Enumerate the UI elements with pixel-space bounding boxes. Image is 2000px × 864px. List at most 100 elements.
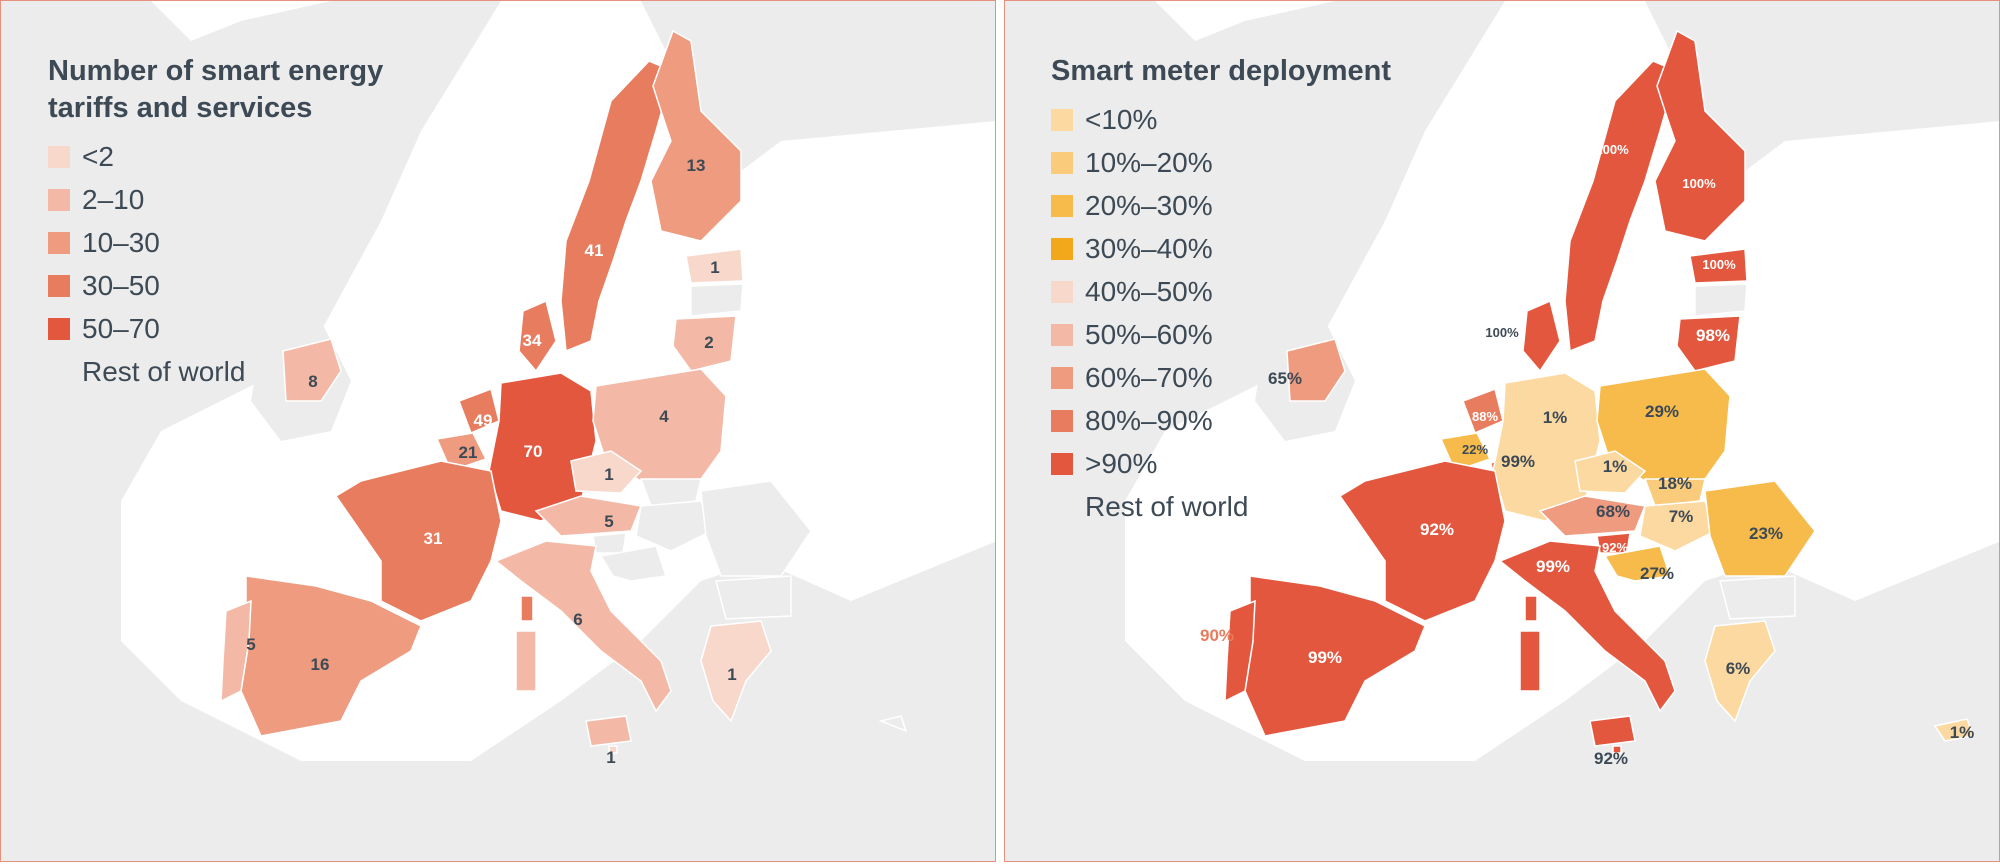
region-italy <box>494 540 672 713</box>
region-greece <box>1704 620 1776 723</box>
legend-item: 20%–30% <box>1051 184 1471 227</box>
value-labels: 100% 100% 100% 98% 100% 65% 88% 22% 99% … <box>1200 142 1974 768</box>
value-label: 5 <box>246 635 255 654</box>
region-denmark <box>518 299 557 373</box>
region-cyprus <box>1933 718 1975 742</box>
legend-label: >90% <box>1085 447 1158 479</box>
value-label: 27% <box>1640 564 1674 583</box>
value-labels: 41 13 1 2 34 8 49 21 70 4 1 5 31 6 16 5 … <box>246 156 736 767</box>
value-label: 21 <box>459 443 478 462</box>
legend-item: Rest of world <box>1051 485 1471 528</box>
value-label: 7% <box>1669 507 1694 526</box>
value-label: 100% <box>1485 325 1519 340</box>
legend-item: 80%–90% <box>1051 399 1471 442</box>
region-czechia <box>1574 450 1647 494</box>
legend-title: Number of smart energy tariffs and servi… <box>48 55 384 124</box>
legend-label: 20%–30% <box>1085 189 1213 221</box>
value-label: 23% <box>1749 524 1783 543</box>
value-label: 2 <box>704 333 713 352</box>
legend-item: 50%–60% <box>1051 313 1471 356</box>
legend-label: 10–30 <box>82 226 160 258</box>
value-label: 1 <box>604 465 613 484</box>
legend-swatch <box>1051 323 1073 346</box>
region-slovenia <box>592 532 627 554</box>
region-croatia <box>599 545 667 582</box>
region-latvia <box>690 283 744 317</box>
region-latvia <box>1694 283 1748 317</box>
tariffs-map: 41 13 1 2 34 8 49 21 70 4 1 5 31 6 16 5 … <box>1 1 995 861</box>
legend-label: <2 <box>82 140 114 172</box>
region-bulgaria <box>715 575 792 620</box>
value-label: 92% <box>1420 520 1454 539</box>
value-label: 1% <box>1950 723 1975 742</box>
region-hungary <box>635 500 712 552</box>
legend-item: 40%–50% <box>1051 270 1471 313</box>
legend-swatch <box>48 274 70 297</box>
legend-swatch <box>48 360 70 383</box>
legend-label: Rest of world <box>1085 490 1249 522</box>
value-label: 13 <box>687 156 706 175</box>
legend-label: 30%–40% <box>1085 232 1213 264</box>
legend-label: <10% <box>1085 103 1158 135</box>
legend-swatch <box>1051 452 1073 475</box>
legend-item: 60%–70% <box>1051 356 1471 399</box>
region-lithuania <box>672 315 737 372</box>
tariffs-map-panel: 41 13 1 2 34 8 49 21 70 4 1 5 31 6 16 5 … <box>0 0 996 862</box>
value-label: 100% <box>1682 176 1716 191</box>
region-estonia <box>685 248 744 284</box>
region-sweden <box>1564 60 1678 353</box>
legend-swatch <box>1051 151 1073 174</box>
tariffs-legend: Number of smart energy tariffs and servi… <box>48 53 468 393</box>
region-croatia <box>1603 545 1671 582</box>
region-malta <box>608 745 618 754</box>
region-belgium <box>1439 432 1492 472</box>
value-label: 1% <box>1603 457 1628 476</box>
legend-swatch <box>48 231 70 254</box>
region-ireland <box>1286 338 1346 402</box>
region-portugal <box>1224 599 1256 703</box>
deployment-legend: Smart meter deployment <10% 10%–20% 20%–30… <box>1051 53 1471 528</box>
region-austria <box>534 495 643 537</box>
country-shapes <box>220 29 908 754</box>
value-label: 92% <box>1594 749 1628 768</box>
value-label: 22% <box>1462 442 1488 457</box>
deployment-map: 100% 100% 100% 98% 100% 65% 88% 22% 99% … <box>1005 1 1999 861</box>
value-label: 90% <box>1200 626 1234 645</box>
region-greece <box>700 620 772 723</box>
region-austria <box>1538 495 1647 537</box>
region-portugal <box>220 599 252 703</box>
value-label: 1 <box>727 665 736 684</box>
region-cyprus <box>878 715 908 733</box>
value-label: 31 <box>424 529 443 548</box>
legend-item: 10–30 <box>48 221 468 264</box>
value-label: 29% <box>1645 402 1679 421</box>
region-corsica <box>520 595 534 622</box>
legend-swatch <box>1051 280 1073 303</box>
value-label: 99% <box>1536 557 1570 576</box>
region-sardinia <box>515 630 537 692</box>
region-estonia <box>1689 248 1748 284</box>
region-lithuania <box>1676 315 1741 372</box>
region-sweden <box>560 60 674 353</box>
legend-item: >90% <box>1051 442 1471 485</box>
legend-label: 10%–20% <box>1085 146 1213 178</box>
value-label: 6% <box>1726 659 1751 678</box>
value-label: 99% <box>1308 648 1342 667</box>
legend-item: 50–70 <box>48 307 468 350</box>
value-label: 4 <box>659 407 669 426</box>
region-hungary <box>1639 500 1716 552</box>
value-label: 68% <box>1596 502 1630 521</box>
region-sicily <box>1589 715 1636 747</box>
legend-item: 30%–40% <box>1051 227 1471 270</box>
legend-item: Rest of world <box>48 350 468 393</box>
value-label: 1 <box>710 258 719 277</box>
legend-label: 2–10 <box>82 183 145 215</box>
legend-swatch <box>1051 495 1073 518</box>
region-sardinia <box>1519 630 1541 692</box>
region-corsica <box>1524 595 1538 622</box>
value-label: 34 <box>523 331 542 350</box>
value-label: 100% <box>1702 257 1736 272</box>
legend-swatch <box>48 145 70 168</box>
value-label: 92% <box>1602 540 1628 555</box>
legend-label: 30–50 <box>82 269 160 301</box>
